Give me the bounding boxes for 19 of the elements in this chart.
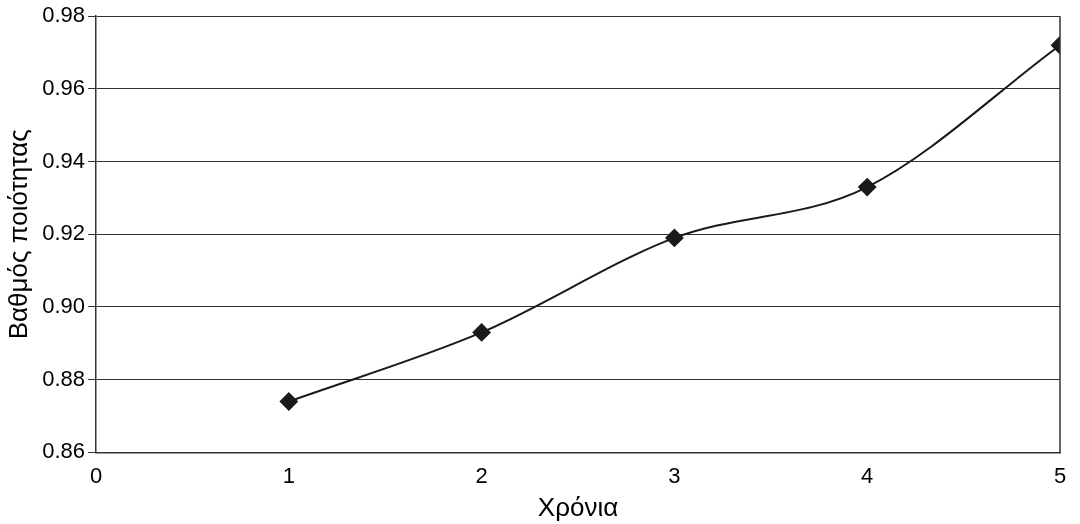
x-tick-label: 1 [282,462,295,488]
point [858,178,877,197]
x-tick-label: 5 [1053,462,1067,488]
y-tick-label: 0.86 [42,438,86,464]
x-tick-label: 4 [861,462,874,488]
x-tick-label: 2 [475,462,488,488]
point [472,323,491,342]
y-tick-label: 0.90 [42,293,86,319]
y-tick-label: 0.96 [42,74,86,100]
y-tick-label: 0.94 [42,147,86,173]
x-tick-label: 3 [668,462,681,488]
x-axis-title: Χρόνια [537,491,619,522]
y-tick-label: 0.98 [42,2,86,28]
point [279,392,298,411]
x-tick-label: 0 [89,462,103,488]
y-tick-label: 0.92 [42,220,86,246]
y-tick-label: 0.88 [42,365,86,391]
y-axis-title: Βαθμός ποιότητας [2,129,33,340]
point [665,228,684,247]
